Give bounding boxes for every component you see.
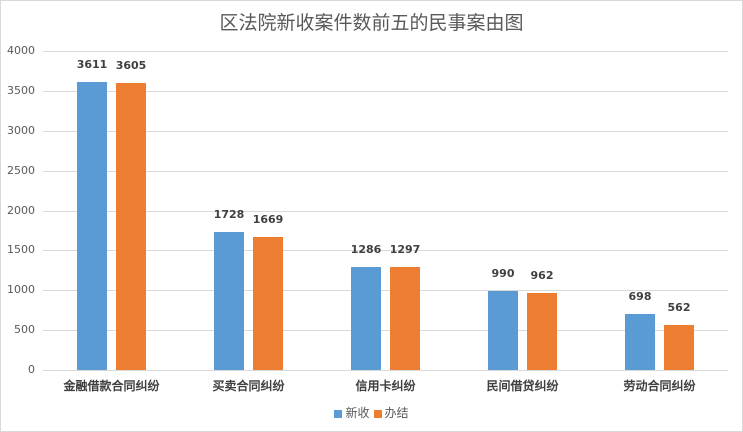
y-tick-label: 3000 — [7, 124, 35, 137]
bar-closed[interactable] — [664, 325, 694, 370]
data-label: 1669 — [252, 212, 284, 226]
data-label: 1297 — [389, 242, 421, 256]
y-tick-label: 0 — [28, 363, 35, 376]
y-tick-label: 1500 — [7, 243, 35, 256]
x-category-label: 买卖合同纠纷 — [212, 379, 285, 393]
legend: 新收 办结 — [0, 404, 743, 421]
x-category-label: 民间借贷纠纷 — [486, 379, 559, 393]
bar-closed[interactable] — [527, 293, 557, 370]
gridline — [43, 51, 728, 52]
data-label: 990 — [491, 267, 515, 281]
gridline — [43, 171, 728, 172]
gridline — [43, 131, 728, 132]
gridline — [43, 250, 728, 251]
y-tick-label: 1000 — [7, 283, 35, 296]
gridline — [43, 211, 728, 212]
data-label: 962 — [530, 269, 554, 283]
data-label: 3611 — [76, 58, 108, 72]
gridline — [43, 91, 728, 92]
gridline — [43, 290, 728, 291]
data-label: 3605 — [115, 58, 147, 72]
data-label: 1728 — [213, 208, 245, 222]
gridline — [43, 370, 728, 371]
y-tick-label: 4000 — [7, 44, 35, 57]
y-tick-label: 2000 — [7, 204, 35, 217]
legend-label: 新收 — [345, 406, 370, 420]
bar-new[interactable] — [77, 82, 107, 370]
bar-closed[interactable] — [253, 236, 283, 370]
data-label: 1286 — [350, 243, 382, 257]
bar-new[interactable] — [488, 291, 518, 370]
bar-new[interactable] — [214, 232, 244, 370]
legend-swatch-icon — [373, 409, 382, 418]
y-tick-label: 500 — [14, 323, 35, 336]
x-category-label: 金融借款合同纠纷 — [63, 379, 160, 393]
x-category-label: 劳动合同纠纷 — [623, 379, 696, 393]
legend-item[interactable]: 新收 — [334, 406, 370, 420]
bar-closed[interactable] — [390, 266, 420, 370]
bar-closed[interactable] — [116, 82, 146, 370]
bar-new[interactable] — [625, 314, 655, 370]
gridline — [43, 330, 728, 331]
bar-new[interactable] — [351, 267, 381, 370]
y-tick-label: 3500 — [7, 84, 35, 97]
chart-title: 区法院新收案件数前五的民事案由图 — [219, 12, 524, 34]
legend-item[interactable]: 办结 — [373, 406, 409, 420]
legend-label: 办结 — [384, 406, 409, 420]
legend-swatch-icon — [334, 409, 343, 418]
x-category-label: 信用卡纠纷 — [355, 379, 416, 393]
data-label: 562 — [667, 301, 691, 315]
y-tick-label: 2500 — [7, 164, 35, 177]
data-label: 698 — [628, 290, 652, 304]
